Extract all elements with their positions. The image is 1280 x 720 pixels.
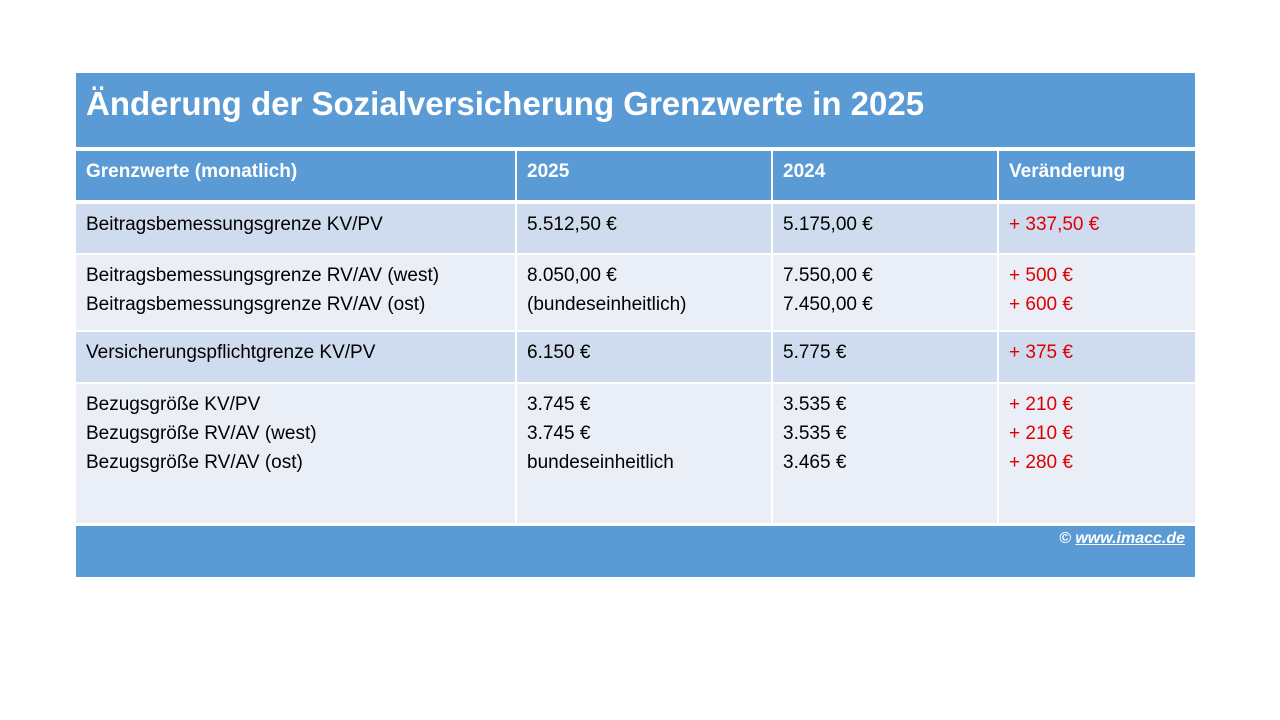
cell: Bezugsgröße KV/PV Bezugsgröße RV/AV (west… (76, 384, 515, 523)
cell: 5.512,50 € (517, 204, 771, 253)
header-cell: Veränderung (999, 151, 1195, 200)
header-cell: 2025 (517, 151, 771, 200)
footer: © www.imacc.de (76, 526, 1195, 577)
cell: 3.745 € 3.745 € bundeseinheitlich (517, 384, 771, 523)
copyright: © (1059, 530, 1071, 547)
cell-line: 7.450,00 € (783, 294, 873, 315)
cell: Beitragsbemessungsgrenze RV/AV (west) Bei… (76, 255, 515, 330)
cell: + 210 € + 210 € + 280 € (999, 384, 1195, 523)
cell-line: 3.535 € (783, 394, 847, 415)
cell: + 375 € (999, 332, 1195, 382)
cell-line: bundeseinheitlich (527, 452, 674, 473)
cell-line: Beitragsbemessungsgrenze RV/AV (west) (86, 265, 440, 286)
header-cell: Grenzwerte (monatlich) (76, 151, 515, 200)
cell-line: 3.745 € (527, 423, 591, 444)
cell: 5.175,00 € (773, 204, 997, 253)
title: Änderung der Sozialversicherung Grenzwer… (76, 73, 1195, 147)
cell: + 337,50 € (999, 204, 1195, 253)
cell: 7.550,00 € 7.450,00 € (773, 255, 997, 330)
cell: Versicherungspflichtgrenze KV/PV (76, 332, 515, 382)
cell: 3.535 € 3.535 € 3.465 € (773, 384, 997, 523)
cell-line: + 337,50 € (1009, 214, 1100, 235)
cell: 6.150 € (517, 332, 771, 382)
cell-line: 7.550,00 € (783, 265, 873, 286)
cell: 8.050,00 € (bundeseinheitlich) (517, 255, 771, 330)
cell-line: 5.175,00 € (783, 214, 873, 235)
link[interactable]: www.imacc.de (1075, 530, 1185, 547)
cell-line: Bezugsgröße KV/PV (86, 394, 261, 415)
cell-line: 5.512,50 € (527, 214, 617, 235)
cell: Beitragsbemessungsgrenze KV/PV (76, 204, 515, 253)
cell-line: Bezugsgröße RV/AV (ost) (86, 452, 303, 473)
cell-line: Beitragsbemessungsgrenze RV/AV (ost) (86, 294, 426, 315)
cell-line: Versicherungspflichtgrenze KV/PV (86, 342, 376, 363)
cell-line: 5.775 € (783, 342, 847, 363)
cell: 5.775 € (773, 332, 997, 382)
cell-line: 3.745 € (527, 394, 591, 415)
cell-line: 6.150 € (527, 342, 591, 363)
cell-line: (bundeseinheitlich) (527, 294, 687, 315)
cell-line: + 500 € (1009, 265, 1073, 286)
cell-line: + 210 € (1009, 423, 1073, 444)
cell-line: Beitragsbemessungsgrenze KV/PV (86, 214, 383, 235)
cell-line: 3.465 € (783, 452, 847, 473)
header-cell: 2024 (773, 151, 997, 200)
cell-line: + 210 € (1009, 394, 1073, 415)
cell-line: 3.535 € (783, 423, 847, 444)
cell-line: 8.050,00 € (527, 265, 617, 286)
cell-line: Bezugsgröße RV/AV (west) (86, 423, 317, 444)
cell: + 500 € + 600 € (999, 255, 1195, 330)
cell-line: + 375 € (1009, 342, 1073, 363)
cell-line: + 280 € (1009, 452, 1073, 473)
cell-line: + 600 € (1009, 294, 1073, 315)
